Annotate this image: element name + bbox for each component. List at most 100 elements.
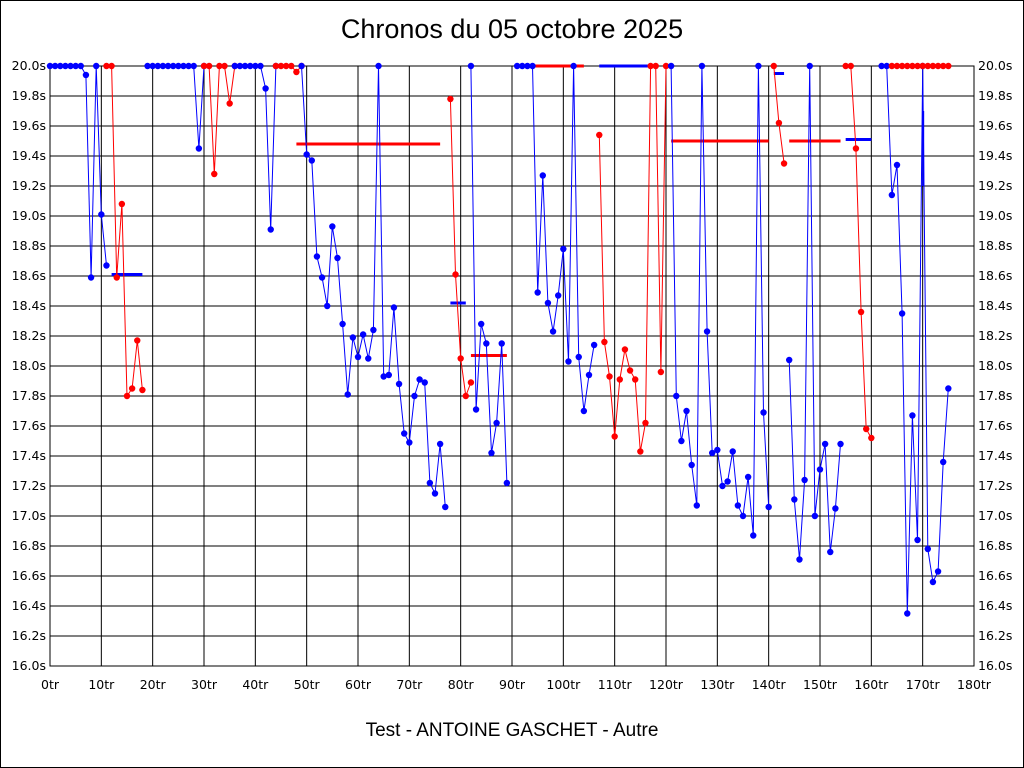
data-point bbox=[770, 62, 777, 70]
data-point bbox=[103, 262, 110, 269]
data-point bbox=[703, 328, 711, 335]
data-point bbox=[616, 376, 623, 383]
data-point bbox=[180, 62, 187, 70]
data-point bbox=[380, 373, 387, 380]
data-point bbox=[816, 466, 824, 473]
data-point bbox=[652, 62, 659, 70]
data-point bbox=[190, 62, 197, 70]
data-point bbox=[447, 95, 454, 103]
data-point bbox=[775, 119, 783, 127]
data-point bbox=[262, 85, 269, 92]
data-point bbox=[467, 62, 475, 70]
x-tick-label: 140tr bbox=[752, 677, 787, 692]
y-tick-label-right: 20.0s bbox=[978, 58, 1012, 73]
data-point bbox=[159, 62, 167, 70]
data-point bbox=[698, 62, 706, 70]
data-point bbox=[565, 358, 572, 365]
data-point bbox=[719, 482, 726, 490]
data-point bbox=[472, 406, 480, 413]
data-point bbox=[596, 131, 603, 139]
y-tick-label-right: 17.8s bbox=[978, 388, 1012, 403]
data-point bbox=[57, 62, 64, 70]
data-point bbox=[77, 62, 85, 70]
y-tick-label-left: 19.8s bbox=[12, 88, 46, 103]
series-line bbox=[470, 65, 508, 484]
data-point bbox=[570, 62, 577, 70]
y-tick-label-left: 17.0s bbox=[12, 508, 46, 523]
data-point bbox=[503, 479, 511, 487]
data-point bbox=[606, 373, 613, 380]
series-line bbox=[517, 65, 595, 412]
x-tick-label: 80tr bbox=[448, 677, 475, 692]
x-tick-label: 20tr bbox=[140, 677, 167, 692]
data-point bbox=[318, 274, 326, 281]
data-point bbox=[842, 62, 849, 70]
data-point bbox=[267, 226, 274, 233]
data-point bbox=[601, 338, 608, 346]
data-point bbox=[195, 145, 203, 152]
data-point bbox=[683, 407, 690, 415]
data-point bbox=[257, 62, 264, 70]
data-point bbox=[339, 320, 346, 328]
data-point bbox=[898, 310, 906, 317]
data-point bbox=[395, 380, 403, 388]
x-tick-label: 110tr bbox=[598, 677, 633, 692]
y-tick-label-right: 18.2s bbox=[978, 328, 1012, 343]
data-point bbox=[863, 425, 870, 433]
data-point bbox=[385, 371, 392, 379]
data-point bbox=[940, 62, 947, 70]
chart-subtitle: Test - ANTOINE GASCHET - Autre bbox=[365, 720, 659, 741]
data-point bbox=[175, 62, 182, 70]
data-point bbox=[914, 536, 921, 544]
data-point bbox=[51, 62, 59, 70]
data-point bbox=[575, 353, 582, 361]
y-tick-label-right: 19.0s bbox=[978, 208, 1012, 223]
data-point bbox=[924, 62, 931, 70]
data-point bbox=[488, 449, 495, 457]
data-point bbox=[149, 62, 156, 70]
data-point bbox=[667, 62, 675, 70]
data-point bbox=[529, 62, 536, 70]
data-point bbox=[431, 490, 439, 497]
data-point bbox=[308, 157, 315, 164]
data-point bbox=[170, 62, 177, 70]
y-tick-label-left: 18.8s bbox=[12, 238, 46, 253]
data-point bbox=[678, 437, 685, 445]
data-point bbox=[801, 476, 808, 484]
y-tick-label-right: 16.0s bbox=[978, 658, 1012, 673]
data-point bbox=[919, 62, 926, 70]
data-point bbox=[519, 62, 526, 70]
data-point bbox=[837, 440, 844, 448]
x-tick-label: 0tr bbox=[41, 677, 60, 692]
x-tick-label: 10tr bbox=[88, 677, 115, 692]
data-point bbox=[904, 62, 911, 70]
data-point bbox=[200, 62, 208, 70]
data-point bbox=[662, 62, 670, 70]
y-tick-label-right: 19.4s bbox=[978, 148, 1012, 163]
y-tick-label-left: 16.8s bbox=[12, 538, 46, 553]
data-point bbox=[827, 548, 834, 556]
data-point bbox=[585, 371, 593, 379]
series-line bbox=[147, 65, 205, 149]
y-tick-label-left: 18.2s bbox=[12, 328, 46, 343]
data-point bbox=[729, 448, 736, 455]
data-point bbox=[462, 392, 469, 400]
data-point bbox=[709, 449, 716, 457]
series-line bbox=[106, 65, 143, 398]
data-point bbox=[755, 62, 762, 70]
y-tick-label-left: 17.8s bbox=[12, 388, 46, 403]
data-point bbox=[821, 440, 829, 448]
data-point bbox=[750, 532, 757, 539]
series-line bbox=[598, 65, 667, 452]
data-point bbox=[252, 62, 259, 70]
y-tick-label-left: 16.0s bbox=[12, 658, 46, 673]
data-point bbox=[744, 473, 752, 481]
data-point bbox=[93, 62, 100, 70]
data-point bbox=[375, 62, 382, 70]
x-tick-label: 70tr bbox=[396, 677, 423, 692]
data-point bbox=[406, 439, 413, 446]
data-point bbox=[945, 385, 952, 392]
data-point bbox=[611, 433, 618, 440]
data-point bbox=[452, 271, 459, 278]
